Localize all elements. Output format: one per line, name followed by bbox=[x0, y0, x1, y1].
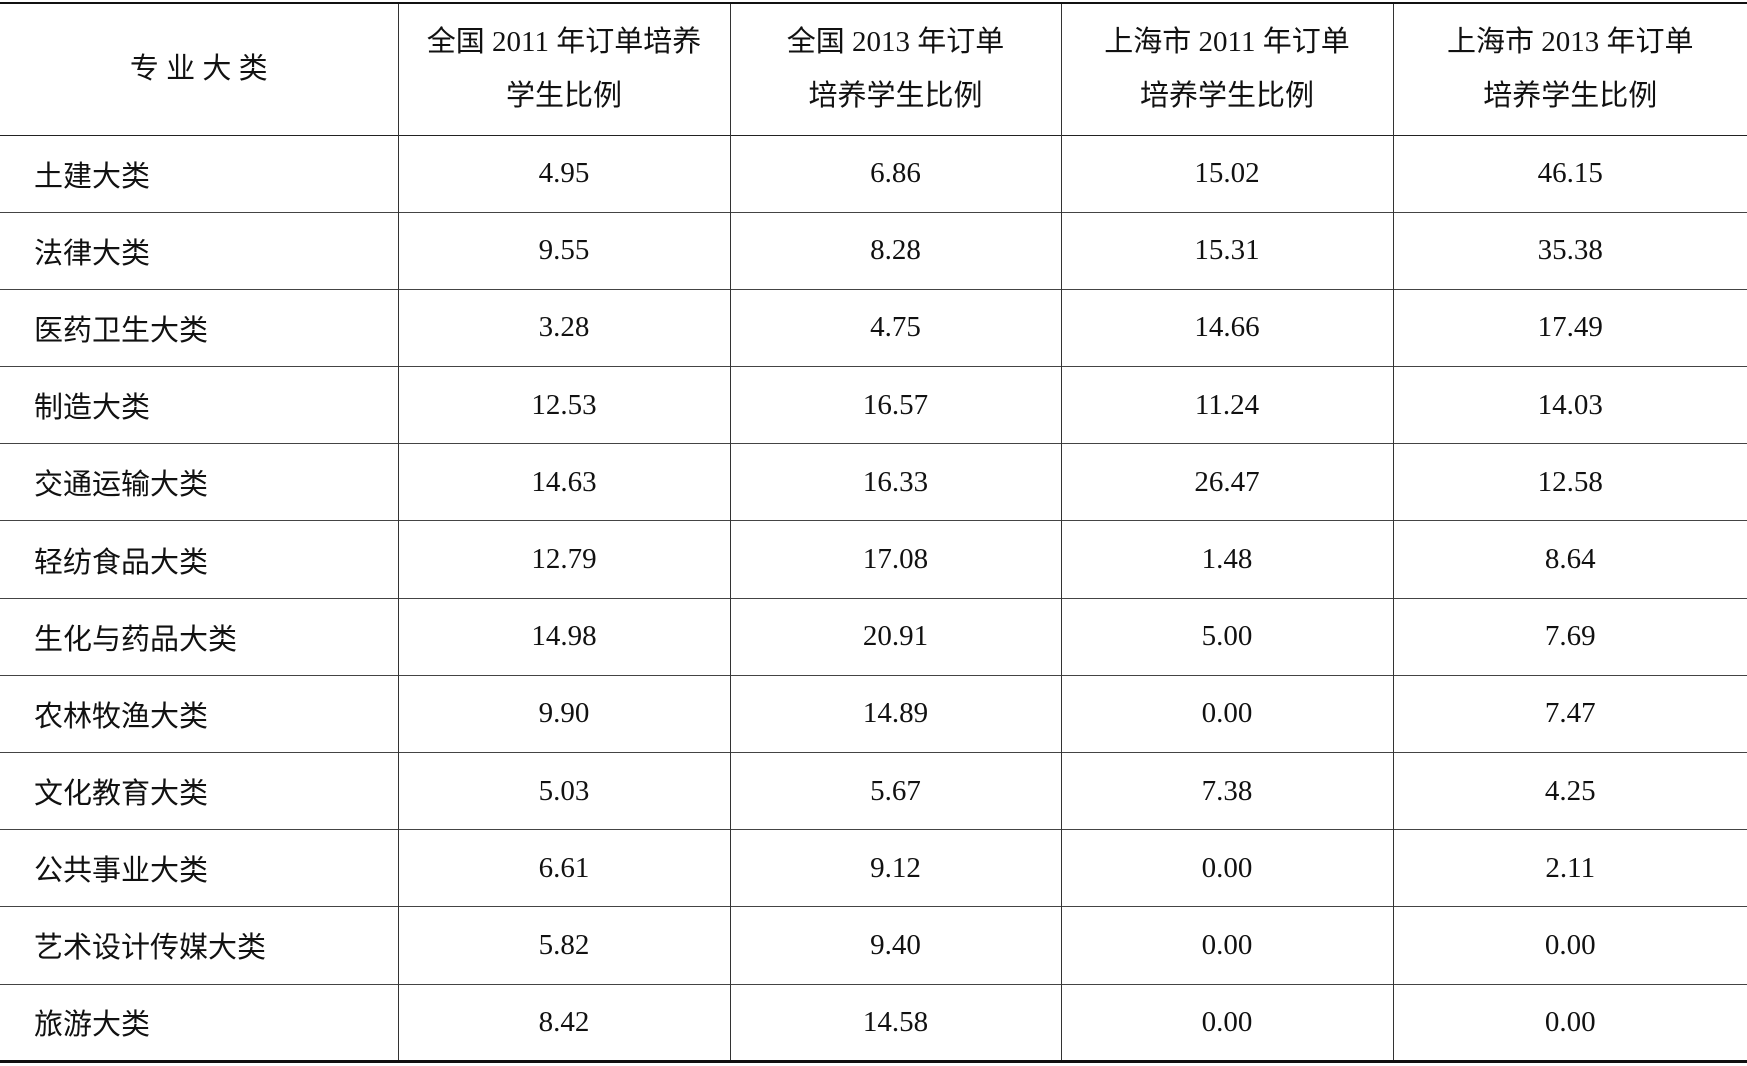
value-cell: 46.15 bbox=[1392, 135, 1747, 213]
table-row: 文化教育大类 5.03 5.67 7.38 4.25 bbox=[0, 752, 1747, 830]
value-cell: 15.31 bbox=[1060, 212, 1394, 290]
value-cell: 14.63 bbox=[397, 443, 731, 521]
value-cell: 0.00 bbox=[1392, 906, 1747, 985]
value-cell: 17.49 bbox=[1392, 289, 1747, 367]
category-cell: 文化教育大类 bbox=[0, 752, 399, 830]
category-cell: 法律大类 bbox=[0, 212, 399, 290]
value-cell: 5.00 bbox=[1060, 598, 1394, 676]
value-cell: 3.28 bbox=[397, 289, 731, 367]
value-cell: 9.40 bbox=[729, 906, 1062, 985]
table-row: 农林牧渔大类 9.90 14.89 0.00 7.47 bbox=[0, 675, 1747, 753]
value-cell: 7.47 bbox=[1392, 675, 1747, 753]
value-cell: 8.42 bbox=[397, 984, 731, 1062]
value-cell: 8.28 bbox=[729, 212, 1062, 290]
value-cell: 5.03 bbox=[397, 752, 731, 830]
value-cell: 14.66 bbox=[1060, 289, 1394, 367]
value-cell: 20.91 bbox=[729, 598, 1062, 676]
value-cell: 26.47 bbox=[1060, 443, 1394, 521]
value-cell: 4.25 bbox=[1392, 752, 1747, 830]
table-row: 公共事业大类 6.61 9.12 0.00 2.11 bbox=[0, 829, 1747, 907]
header-line: 上海市 2013 年订单 bbox=[1446, 26, 1694, 59]
header-line: 培养学生比例 bbox=[1139, 80, 1314, 113]
header-cell: 专 业 大 类 bbox=[0, 3, 399, 135]
value-cell: 5.67 bbox=[729, 752, 1062, 830]
category-cell: 轻纺食品大类 bbox=[0, 520, 399, 599]
header-cell: 全国 2011 年订单培养 学生比例 bbox=[397, 3, 731, 135]
value-cell: 11.24 bbox=[1060, 366, 1394, 444]
table-body: 土建大类 4.95 6.86 15.02 46.15 法律大类 9.55 8.28 15.31 3… bbox=[0, 135, 1747, 1062]
value-cell: 7.38 bbox=[1060, 752, 1394, 830]
value-cell: 16.57 bbox=[729, 366, 1062, 444]
value-cell: 0.00 bbox=[1060, 675, 1394, 753]
value-cell: 35.38 bbox=[1392, 212, 1747, 290]
value-cell: 8.64 bbox=[1392, 520, 1747, 599]
header-line: 上海市 2011 年订单 bbox=[1104, 26, 1350, 59]
table-row: 艺术设计传媒大类 5.82 9.40 0.00 0.00 bbox=[0, 906, 1747, 985]
value-cell: 4.95 bbox=[397, 135, 731, 213]
category-cell: 生化与药品大类 bbox=[0, 598, 399, 676]
value-cell: 14.89 bbox=[729, 675, 1062, 753]
value-cell: 7.69 bbox=[1392, 598, 1747, 676]
category-cell: 制造大类 bbox=[0, 366, 399, 444]
header-line: 全国 2013 年订单 bbox=[786, 26, 1005, 59]
header-cell: 上海市 2013 年订单 培养学生比例 bbox=[1392, 3, 1747, 135]
table-row: 法律大类 9.55 8.28 15.31 35.38 bbox=[0, 212, 1747, 290]
value-cell: 6.61 bbox=[397, 829, 731, 907]
value-cell: 1.48 bbox=[1060, 520, 1394, 599]
category-cell: 交通运输大类 bbox=[0, 443, 399, 521]
header-cell: 上海市 2011 年订单 培养学生比例 bbox=[1060, 3, 1394, 135]
table-row: 生化与药品大类 14.98 20.91 5.00 7.69 bbox=[0, 598, 1747, 676]
header-line: 全国 2011 年订单培养 bbox=[426, 26, 702, 59]
value-cell: 9.55 bbox=[397, 212, 731, 290]
value-cell: 12.53 bbox=[397, 366, 731, 444]
table-row: 旅游大类 8.42 14.58 0.00 0.00 bbox=[0, 984, 1747, 1062]
category-cell: 公共事业大类 bbox=[0, 829, 399, 907]
category-cell: 旅游大类 bbox=[0, 984, 399, 1062]
value-cell: 0.00 bbox=[1060, 829, 1394, 907]
header-line: 培养学生比例 bbox=[808, 80, 983, 113]
value-cell: 2.11 bbox=[1392, 829, 1747, 907]
value-cell: 16.33 bbox=[729, 443, 1062, 521]
header-line: 学生比例 bbox=[505, 80, 622, 113]
header-line: 专 业 大 类 bbox=[129, 53, 268, 86]
value-cell: 0.00 bbox=[1060, 906, 1394, 985]
value-cell: 14.98 bbox=[397, 598, 731, 676]
value-cell: 17.08 bbox=[729, 520, 1062, 599]
header-row: 专 业 大 类全国 2011 年订单培养 学生比例 全国 2013 年订单 培养学生比… bbox=[0, 3, 1747, 135]
category-cell: 艺术设计传媒大类 bbox=[0, 906, 399, 985]
table-row: 制造大类 12.53 16.57 11.24 14.03 bbox=[0, 366, 1747, 444]
value-cell: 5.82 bbox=[397, 906, 731, 985]
table-row: 医药卫生大类 3.28 4.75 14.66 17.49 bbox=[0, 289, 1747, 367]
value-cell: 12.79 bbox=[397, 520, 731, 599]
value-cell: 14.58 bbox=[729, 984, 1062, 1062]
category-cell: 农林牧渔大类 bbox=[0, 675, 399, 753]
category-cell: 医药卫生大类 bbox=[0, 289, 399, 367]
value-cell: 12.58 bbox=[1392, 443, 1747, 521]
value-cell: 15.02 bbox=[1060, 135, 1394, 213]
value-cell: 9.90 bbox=[397, 675, 731, 753]
header-cell: 全国 2013 年订单 培养学生比例 bbox=[729, 3, 1062, 135]
value-cell: 0.00 bbox=[1392, 984, 1747, 1062]
table-row: 轻纺食品大类 12.79 17.08 1.48 8.64 bbox=[0, 520, 1747, 599]
table-header: 专 业 大 类全国 2011 年订单培养 学生比例 全国 2013 年订单 培养学生比… bbox=[0, 3, 1747, 135]
value-cell: 6.86 bbox=[729, 135, 1062, 213]
value-cell: 0.00 bbox=[1060, 984, 1394, 1062]
header-line: 培养学生比例 bbox=[1483, 80, 1658, 113]
value-cell: 14.03 bbox=[1392, 366, 1747, 444]
value-cell: 9.12 bbox=[729, 829, 1062, 907]
value-cell: 4.75 bbox=[729, 289, 1062, 367]
table-row: 土建大类 4.95 6.86 15.02 46.15 bbox=[0, 135, 1747, 213]
category-cell: 土建大类 bbox=[0, 135, 399, 213]
table-row: 交通运输大类 14.63 16.33 26.47 12.58 bbox=[0, 443, 1747, 521]
